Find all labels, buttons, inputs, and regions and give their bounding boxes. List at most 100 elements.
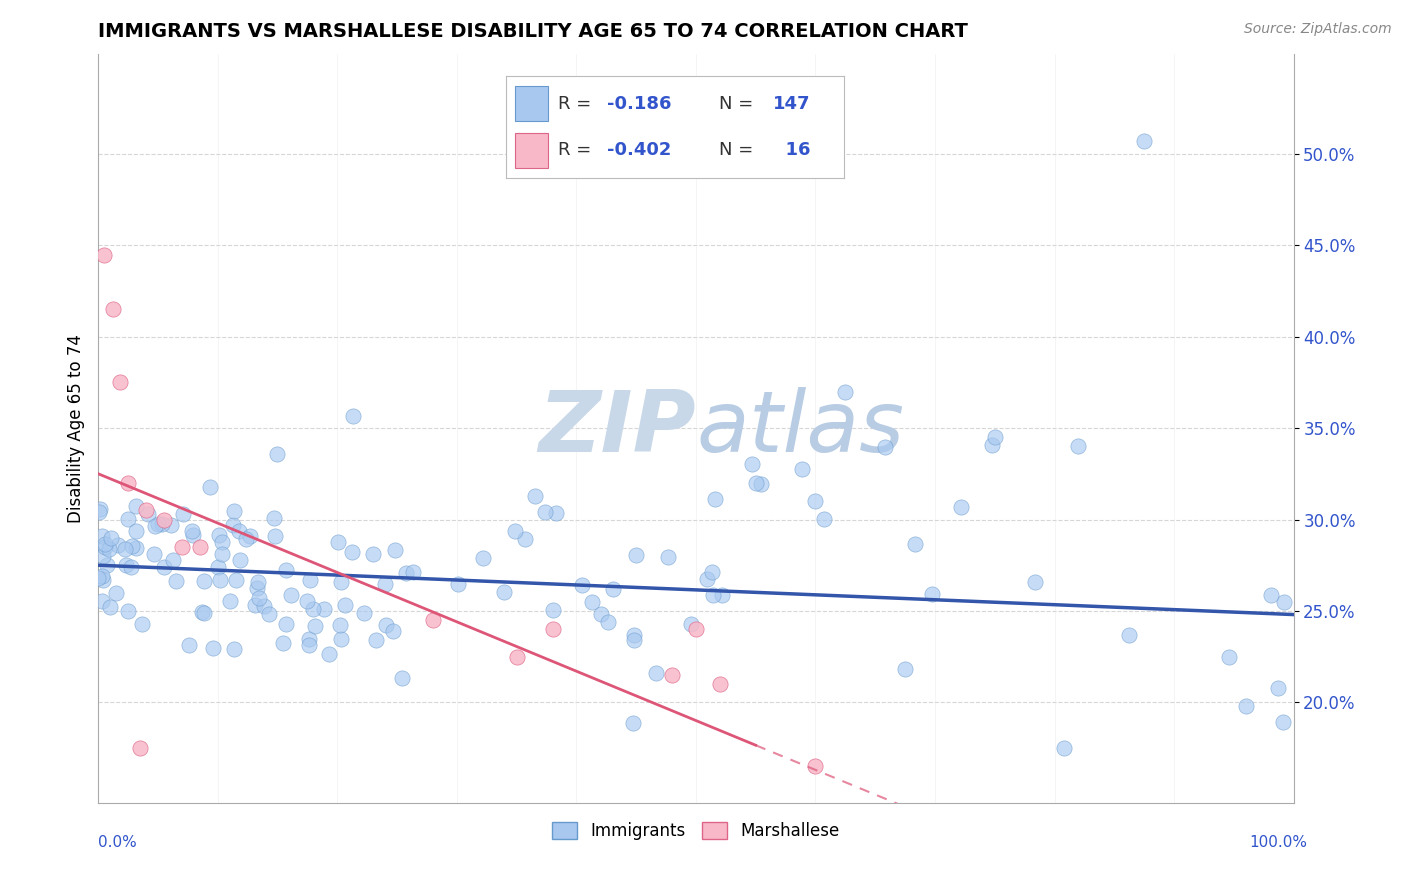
Point bbox=[361, 547, 384, 561]
Point bbox=[93, 247, 115, 261]
Point bbox=[177, 638, 200, 652]
Point bbox=[105, 586, 128, 600]
Point bbox=[89, 502, 111, 516]
Point bbox=[191, 606, 214, 620]
Point bbox=[114, 542, 136, 557]
Point bbox=[247, 591, 270, 606]
Point bbox=[546, 506, 568, 520]
Point bbox=[298, 639, 321, 653]
Point bbox=[402, 565, 425, 579]
Point bbox=[136, 508, 159, 522]
Point bbox=[246, 575, 269, 590]
Point bbox=[172, 540, 194, 554]
Point bbox=[711, 588, 734, 602]
Point bbox=[382, 624, 405, 638]
Point bbox=[1053, 741, 1076, 756]
Point bbox=[101, 302, 124, 317]
Point bbox=[333, 598, 356, 612]
Point bbox=[1133, 134, 1156, 148]
Point bbox=[751, 477, 773, 491]
Point bbox=[94, 537, 117, 551]
Point bbox=[340, 545, 363, 559]
Point bbox=[384, 543, 406, 558]
Point bbox=[208, 528, 231, 542]
Point bbox=[353, 606, 375, 620]
Point bbox=[700, 565, 723, 579]
Point bbox=[523, 489, 546, 503]
Point bbox=[624, 548, 647, 562]
Point bbox=[121, 539, 143, 553]
Point bbox=[318, 648, 340, 662]
Point bbox=[980, 438, 1002, 452]
Point bbox=[696, 572, 718, 586]
Point bbox=[172, 507, 194, 521]
Legend: Immigrants, Marshallese: Immigrants, Marshallese bbox=[546, 815, 846, 847]
Point bbox=[153, 560, 176, 574]
Point bbox=[1118, 628, 1140, 642]
Point bbox=[679, 616, 702, 631]
Text: 0.0%: 0.0% bbox=[98, 836, 138, 850]
Point bbox=[657, 550, 679, 565]
Point bbox=[208, 573, 231, 587]
Point bbox=[225, 574, 247, 588]
Point bbox=[125, 524, 148, 538]
Point bbox=[685, 622, 707, 636]
Point bbox=[96, 558, 118, 573]
Point bbox=[87, 572, 110, 586]
Point bbox=[266, 447, 288, 461]
Point bbox=[1024, 575, 1046, 590]
Point bbox=[193, 574, 215, 588]
Point bbox=[211, 535, 233, 549]
Point bbox=[125, 499, 148, 513]
Point bbox=[271, 636, 294, 650]
Point bbox=[117, 512, 139, 526]
Point bbox=[505, 524, 527, 538]
Point bbox=[125, 541, 148, 555]
Text: N =: N = bbox=[718, 141, 759, 159]
Point bbox=[98, 542, 121, 557]
Point bbox=[274, 617, 297, 632]
Point bbox=[263, 529, 285, 543]
Point bbox=[222, 517, 245, 532]
Point bbox=[1260, 588, 1282, 602]
Point bbox=[146, 517, 169, 532]
Point bbox=[1234, 699, 1257, 714]
Point bbox=[645, 666, 668, 681]
Point bbox=[90, 569, 112, 583]
Point bbox=[792, 462, 814, 476]
Point bbox=[709, 677, 731, 691]
Point bbox=[263, 511, 285, 525]
Point bbox=[949, 500, 972, 514]
Point bbox=[702, 588, 724, 602]
Point bbox=[506, 649, 529, 664]
Point bbox=[198, 480, 221, 494]
Point bbox=[207, 559, 229, 574]
Point bbox=[741, 457, 763, 471]
Point bbox=[745, 475, 768, 490]
Point bbox=[342, 409, 364, 424]
Point bbox=[91, 573, 114, 587]
Point bbox=[813, 512, 835, 526]
Text: R =: R = bbox=[558, 141, 598, 159]
Point bbox=[150, 516, 173, 531]
Point bbox=[228, 524, 250, 538]
Point bbox=[211, 547, 233, 561]
Text: Source: ZipAtlas.com: Source: ZipAtlas.com bbox=[1244, 22, 1392, 37]
Point bbox=[115, 558, 138, 572]
Point bbox=[143, 519, 166, 533]
Point bbox=[904, 537, 927, 551]
Point bbox=[153, 512, 176, 526]
Point bbox=[492, 585, 515, 599]
Point bbox=[188, 540, 211, 554]
Point bbox=[183, 528, 205, 542]
Point bbox=[623, 633, 645, 648]
Point bbox=[224, 642, 246, 657]
FancyBboxPatch shape bbox=[515, 133, 548, 168]
Point bbox=[364, 632, 387, 647]
Point bbox=[534, 505, 557, 519]
Point bbox=[661, 668, 683, 682]
Point bbox=[623, 628, 645, 642]
Point bbox=[894, 662, 917, 676]
Point bbox=[131, 616, 153, 631]
Point bbox=[280, 587, 302, 601]
